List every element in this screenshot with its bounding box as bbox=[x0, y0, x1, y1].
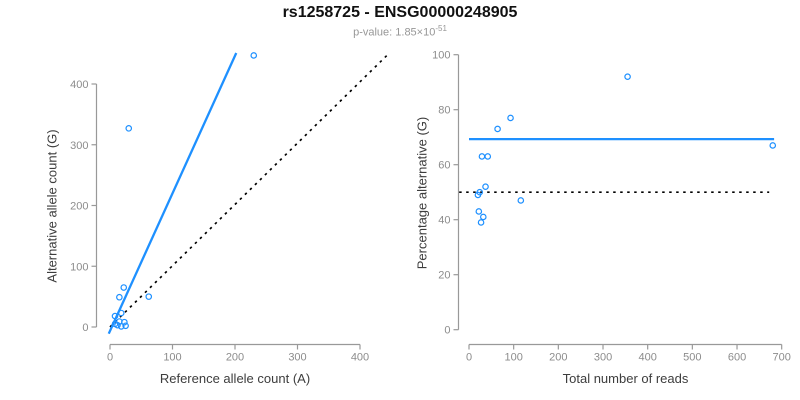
right-y-tick-label: 60 bbox=[438, 160, 450, 172]
left-x-tick-label: 100 bbox=[163, 352, 181, 364]
left-dotted-line bbox=[109, 53, 389, 328]
right-data-point bbox=[479, 213, 487, 221]
left-solid-line bbox=[107, 52, 238, 335]
left-yaxis-title: Alternative allele count (G) bbox=[44, 129, 60, 283]
left-data-point bbox=[121, 318, 128, 326]
right-data-point bbox=[484, 153, 492, 160]
pvalue-text: p-value: 1.85×10 bbox=[353, 26, 436, 39]
left-data-point bbox=[117, 323, 125, 330]
left-data-point bbox=[122, 322, 129, 330]
left-data-point bbox=[125, 125, 133, 132]
left-data-point bbox=[120, 284, 128, 291]
figure-title: rs1258725 - ENSG00000248905 bbox=[282, 4, 518, 21]
right-yaxis-title: Percentage alternative (G) bbox=[414, 116, 430, 270]
left-data-point bbox=[117, 309, 125, 317]
right-x-tick-label: 0 bbox=[466, 352, 472, 364]
figure-subtitle: p-value: 1.85×10-51 bbox=[0, 24, 800, 39]
left-x-tick-label: 300 bbox=[288, 352, 306, 364]
right-y-tick-label: 20 bbox=[438, 270, 450, 282]
left-y-tick-label: 200 bbox=[70, 201, 88, 213]
right-xaxis-title: Total number of reads bbox=[562, 371, 689, 386]
right-x-tick-label: 700 bbox=[773, 352, 791, 364]
right-x-tick-label: 500 bbox=[683, 352, 701, 364]
left-x-tick-label: 400 bbox=[351, 352, 369, 364]
right-data-point bbox=[482, 183, 489, 191]
right-data-point bbox=[475, 208, 483, 215]
left-data-point bbox=[111, 320, 119, 328]
right-x-tick-label: 100 bbox=[504, 352, 522, 364]
right-y-tick-label: 0 bbox=[444, 325, 450, 337]
right-x-tick-label: 200 bbox=[549, 352, 567, 364]
right-y-tick-label: 80 bbox=[438, 105, 450, 117]
right-y-tick-label: 40 bbox=[438, 215, 450, 227]
right-x-tick-label: 400 bbox=[639, 352, 657, 364]
left-y-tick-label: 400 bbox=[70, 79, 88, 91]
right-data-point bbox=[474, 191, 482, 199]
left-data-point bbox=[116, 293, 123, 301]
right-data-point bbox=[624, 73, 631, 81]
right-data-point bbox=[507, 114, 514, 122]
left-y-tick-label: 100 bbox=[70, 261, 88, 273]
left-xaxis-title: Reference allele count (A) bbox=[159, 371, 311, 386]
left-data-point bbox=[111, 312, 119, 320]
right-data-point bbox=[478, 153, 486, 160]
left-data-point bbox=[250, 52, 258, 59]
left-y-tick-label: 300 bbox=[70, 140, 88, 152]
right-data-point bbox=[494, 125, 501, 133]
right-y-tick-label: 100 bbox=[432, 50, 450, 62]
left-x-tick-label: 0 bbox=[107, 352, 113, 364]
left-x-tick-label: 200 bbox=[226, 352, 244, 364]
left-y-tick-label: 0 bbox=[82, 322, 88, 334]
right-x-tick-label: 300 bbox=[594, 352, 612, 364]
right-data-point bbox=[477, 219, 485, 226]
right-data-point bbox=[769, 142, 777, 149]
right-x-tick-label: 600 bbox=[728, 352, 746, 364]
left-data-point bbox=[145, 293, 153, 300]
right-data-point bbox=[517, 197, 525, 204]
pvalue-exponent: -51 bbox=[435, 24, 447, 33]
